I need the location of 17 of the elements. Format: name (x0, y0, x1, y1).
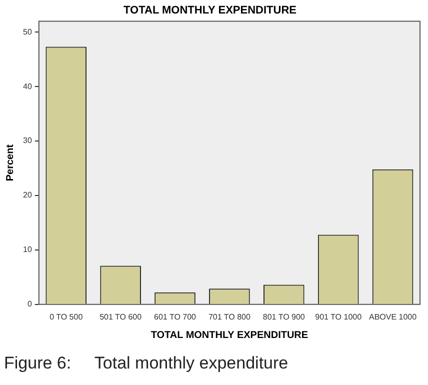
y-tick-label: 0 (27, 300, 32, 309)
y-tick-label: 40 (22, 82, 32, 91)
y-tick-label: 20 (22, 190, 32, 200)
x-tick-label: 0 TO 500 (50, 312, 84, 322)
y-tick-label: 30 (22, 136, 32, 146)
x-tick-label: 901 TO 1000 (315, 312, 362, 322)
x-tick-label: 601 TO 700 (154, 312, 197, 322)
caption: Figure 6: Total monthly expenditure (4, 354, 288, 373)
x-tick-label: ABOVE 1000 (368, 312, 418, 322)
x-tick-label: 501 TO 600 (100, 312, 142, 322)
x-axis-title: TOTAL MONTHLY EXPENDITURE (150, 330, 308, 341)
y-tick-label: 50 (22, 27, 32, 36)
y-axis-title: Percent (4, 144, 16, 182)
y-tick-label: 10 (22, 245, 32, 254)
x-tick-label: 701 TO 800 (208, 312, 251, 322)
x-tick-label: 801 TO 900 (262, 312, 306, 322)
chart-title: TOTAL MONTHLY EXPENDITURE (124, 4, 296, 17)
